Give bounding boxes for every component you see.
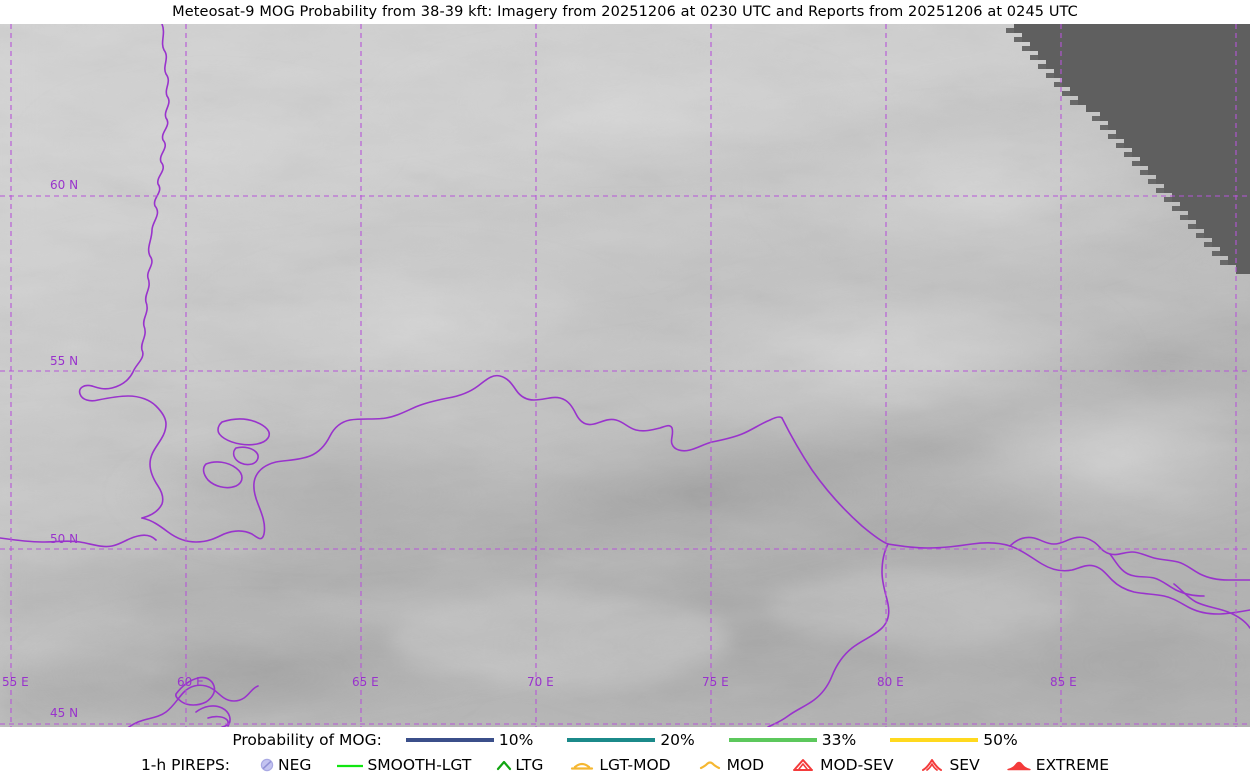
legend-label-pirep-neg: NEG <box>278 756 312 774</box>
legend-label-pirep-sev: SEV <box>949 756 980 774</box>
legend-item-pirep-mod[interactable]: MOD <box>693 756 765 774</box>
lon-label-85e: 85 E <box>1050 675 1077 689</box>
satellite-map-canvas[interactable]: 60 N 55 N 50 N 45 N 55 E 60 E 65 E 70 E … <box>0 24 1250 727</box>
legend-label-prob-50: 50% <box>983 731 1018 749</box>
ir-imagery-layer <box>0 24 1250 727</box>
legend-item-pirep-lgt-mod[interactable]: LGT-MOD <box>565 756 671 774</box>
lon-label-60e: 60 E <box>177 675 204 689</box>
legend-label-prob-20: 20% <box>660 731 695 749</box>
legend-label-pirep-extreme: EXTREME <box>1035 756 1110 774</box>
border-south-central <box>767 543 890 727</box>
lgt-mod-capped-chevron-icon <box>565 756 599 774</box>
legend-label-pirep-mod-sev: MOD-SEV <box>820 756 894 774</box>
legend-item-pirep-mod-sev[interactable]: MOD-SEV <box>786 756 893 774</box>
coastline-caspian-east <box>0 534 157 548</box>
border-east-lower <box>887 541 1250 615</box>
mod-chevron-icon <box>693 756 727 774</box>
border-southeast-sweep <box>781 417 889 545</box>
legend-label-prob-10: 10% <box>498 731 534 749</box>
legend-row-probability: Probability of MOG: 10% 20% 33% 50% <box>0 727 1250 753</box>
probability-line-swatch-icon <box>567 738 656 742</box>
island-small <box>207 715 229 727</box>
lat-label-55n: 55 N <box>50 354 78 368</box>
lon-label-55e: 55 E <box>2 675 29 689</box>
sev-double-chevron-icon <box>915 756 949 774</box>
coastline-central-main <box>141 374 783 543</box>
probability-line-swatch-icon <box>405 738 494 742</box>
lat-label-45n: 45 N <box>50 706 78 720</box>
coastline-bay-a <box>175 676 216 706</box>
smooth-lgt-line-icon <box>333 756 367 774</box>
page-title-bar: Meteosat-9 MOG Probability from 38-39 kf… <box>0 0 1250 24</box>
legend-row-pireps: 1-h PIREPS: NEG SMOOTH-LGT <box>0 752 1250 778</box>
lon-label-75e: 75 E <box>702 675 729 689</box>
lon-label-65e: 65 E <box>352 675 379 689</box>
probability-line-swatch-icon <box>728 738 817 742</box>
legend-heading-probability: Probability of MOG: <box>232 731 382 749</box>
legend-item-prob-20[interactable]: 20% <box>567 731 695 749</box>
legend-item-pirep-smooth-lgt[interactable]: SMOOTH-LGT <box>333 756 471 774</box>
graticule-layer <box>0 24 1250 727</box>
legend-item-prob-50[interactable]: 50% <box>890 731 1018 749</box>
legend-item-prob-33[interactable]: 33% <box>728 731 857 749</box>
neg-slashed-circle-icon <box>256 756 278 774</box>
lon-label-80e: 80 E <box>877 675 904 689</box>
coastline-border-layer <box>0 24 1250 727</box>
legend-label-pirep-mod: MOD <box>726 756 765 774</box>
border-ural <box>91 24 170 390</box>
lake-outline-c <box>202 461 243 489</box>
offdisk-region <box>1006 24 1250 274</box>
legend-item-prob-10[interactable]: 10% <box>405 731 534 749</box>
border-far-east-valley <box>1173 583 1250 629</box>
extreme-filled-chevron-icon <box>1002 756 1036 774</box>
legend-item-pirep-extreme[interactable]: EXTREME <box>1002 756 1109 774</box>
lake-outline-a <box>217 418 271 446</box>
satellite-map-panel[interactable]: 60 N 55 N 50 N 45 N 55 E 60 E 65 E 70 E … <box>0 24 1250 727</box>
legend-item-pirep-ltg[interactable]: LTG <box>493 756 543 774</box>
border-north-central <box>78 384 167 519</box>
page-title: Meteosat-9 MOG Probability from 38-39 kf… <box>172 4 1078 20</box>
legend-label-pirep-lgt-mod: LGT-MOD <box>599 756 671 774</box>
legend-panel: Probability of MOG: 10% 20% 33% 50% 1-h … <box>0 727 1250 782</box>
probability-line-swatch-icon <box>890 738 979 742</box>
lon-label-70e: 70 E <box>527 675 554 689</box>
legend-label-pirep-smooth-lgt: SMOOTH-LGT <box>367 756 472 774</box>
legend-heading-pireps: 1-h PIREPS: <box>140 756 231 774</box>
lat-label-60n: 60 N <box>50 178 78 192</box>
lat-label-50n: 50 N <box>50 532 78 546</box>
legend-label-prob-33: 33% <box>821 731 857 749</box>
ltg-chevron-icon <box>493 756 515 774</box>
coastline-southwest-detail <box>127 684 259 727</box>
lake-outline-b <box>232 446 259 466</box>
graticule-labels: 60 N 55 N 50 N 45 N 55 E 60 E 65 E 70 E … <box>2 178 1077 720</box>
legend-item-pirep-neg[interactable]: NEG <box>256 756 311 774</box>
coastline-bay-b <box>195 705 231 727</box>
mod-sev-capped-chevron-icon <box>786 756 820 774</box>
legend-label-pirep-ltg: LTG <box>515 756 544 774</box>
legend-item-pirep-sev[interactable]: SEV <box>915 756 980 774</box>
